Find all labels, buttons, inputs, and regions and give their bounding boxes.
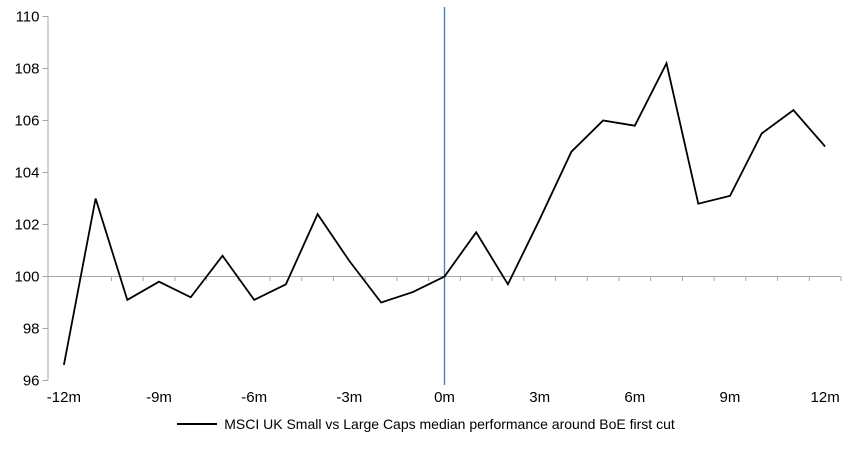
x-axis-label: -6m: [241, 389, 267, 406]
y-axis-label: 100: [14, 269, 39, 286]
x-axis-label: 12m: [811, 389, 840, 406]
y-axis-label: 104: [14, 165, 39, 182]
x-axis-label: 6m: [624, 389, 645, 406]
series-line: [63, 60, 826, 366]
y-axis-label: 108: [14, 61, 39, 78]
y-axis-label: 102: [14, 217, 39, 234]
x-axis-label: 9m: [720, 389, 741, 406]
legend: MSCI UK Small vs Large Caps median perfo…: [0, 416, 852, 432]
x-axis-label: 0m: [434, 389, 455, 406]
legend-label: MSCI UK Small vs Large Caps median perfo…: [224, 416, 675, 432]
y-axis-label: 110: [16, 9, 40, 26]
y-axis-label: 98: [23, 321, 40, 338]
legend-line-sample: [177, 423, 218, 425]
x-axis-label: -9m: [146, 389, 172, 406]
x-axis-label: -12m: [47, 389, 81, 406]
y-axis-label: 106: [14, 113, 39, 130]
x-axis-label: 3m: [529, 389, 550, 406]
y-axis-label: 96: [23, 373, 40, 390]
x-axis-label: -3m: [336, 389, 362, 406]
